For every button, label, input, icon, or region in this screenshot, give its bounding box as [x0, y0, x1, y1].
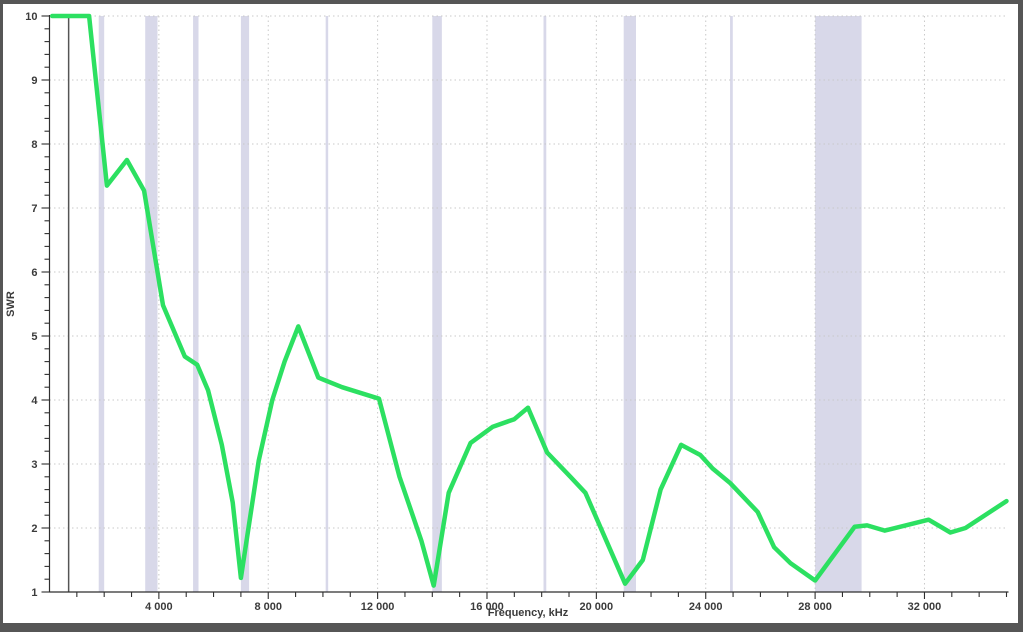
x-tick-label: 28 000: [798, 601, 832, 613]
x-axis-title: Frequency, kHz: [488, 607, 569, 619]
x-tick-label: 20 000: [580, 601, 614, 613]
y-tick-label: 1: [31, 587, 37, 599]
y-tick-label: 2: [31, 523, 37, 535]
x-tick-label: 32 000: [908, 601, 942, 613]
ham-band-region: [145, 16, 158, 592]
x-tick-label: 12 000: [361, 601, 395, 613]
y-tick-label: 7: [31, 203, 37, 215]
ham-band-region: [240, 16, 250, 592]
x-tick-label: 4 000: [145, 601, 173, 613]
x-tick-label: 16 000: [470, 601, 504, 613]
ham-band-region: [815, 16, 862, 592]
ham-band-region: [325, 16, 329, 592]
y-tick-label: 9: [31, 75, 37, 87]
ham-band-region: [432, 16, 442, 592]
ham-band-region: [193, 16, 199, 592]
x-tick-label: 8 000: [254, 601, 282, 613]
ham-band-region: [623, 16, 637, 592]
y-tick-label: 5: [31, 331, 37, 343]
y-tick-label: 4: [31, 395, 38, 407]
y-axis-title: SWR: [5, 291, 17, 317]
y-tick-label: 3: [31, 459, 37, 471]
y-tick-label: 10: [25, 11, 37, 23]
ham-band-region: [98, 16, 105, 592]
x-tick-label: 24 000: [689, 601, 723, 613]
ham-band-region: [730, 16, 733, 592]
y-tick-label: 6: [31, 267, 37, 279]
y-tick-label: 8: [31, 139, 37, 151]
ham-band-region: [543, 16, 547, 592]
swr-curve: [49, 13, 1009, 588]
